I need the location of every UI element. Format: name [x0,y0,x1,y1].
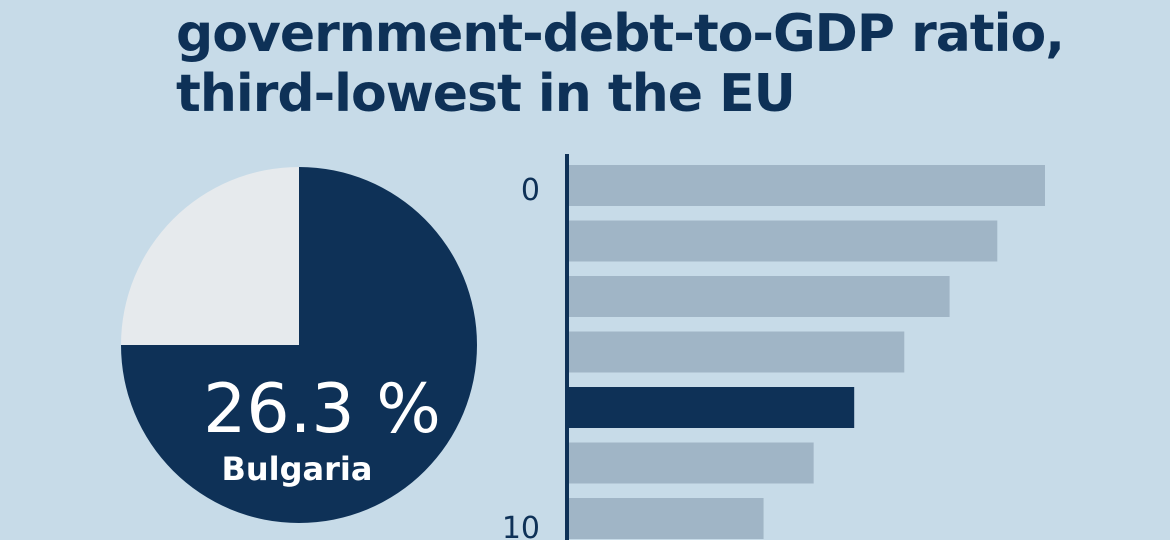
bar [568,498,764,539]
bar [568,442,814,484]
bar [568,220,998,262]
axis-tick-label: 0 [521,173,540,208]
page-title-line-2: third-lowest in the EU [176,64,796,124]
pie-sub-label: Bulgaria [222,450,373,488]
bar [568,165,1045,206]
bar-highlight [568,387,855,428]
pie-slice-rest [121,167,299,345]
bar [568,331,905,373]
bar-chart: 0 10 [502,154,1045,540]
bar [568,276,950,317]
page-title-line-1: government-debt-to-GDP ratio, [176,4,1065,64]
axis-tick-label: 10 [502,511,540,540]
pie-value-label: 26.3 % [203,370,441,449]
pie-chart: 26.3 %Bulgaria [121,167,477,523]
